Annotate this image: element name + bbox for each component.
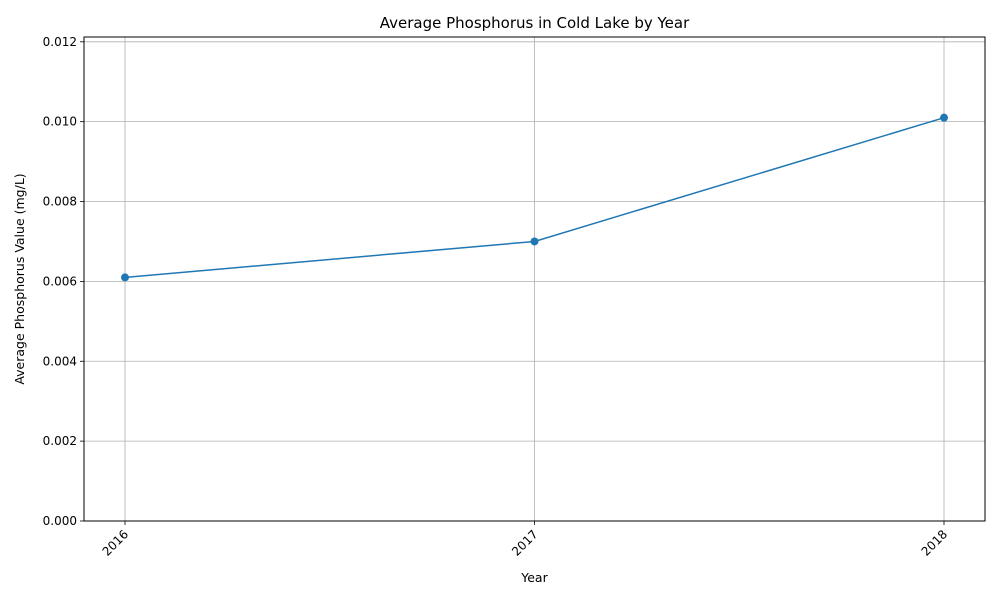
data-point-2016	[120, 273, 129, 282]
grid-lines	[84, 37, 985, 522]
y-tick-label: 0.008	[43, 195, 77, 209]
y-tick-label: 0.010	[43, 115, 77, 129]
x-tick-label: 2018	[919, 527, 950, 558]
y-ticks: 0.000 0.002 0.004 0.006 0.008 0.010 0.012	[43, 35, 84, 528]
data-point-2018	[940, 113, 949, 122]
series-layer	[120, 113, 949, 282]
y-tick-label: 0.012	[43, 35, 77, 49]
y-axis-label: Average Phosphorus Value (mg/L)	[12, 173, 27, 384]
y-tick-label: 0.002	[43, 434, 77, 448]
y-tick-label: 0.004	[43, 354, 77, 368]
x-axis-label: Year	[520, 570, 548, 585]
x-tick-label: 2016	[100, 527, 131, 558]
y-tick-label: 0.006	[43, 274, 77, 288]
y-tick-label: 0.000	[43, 514, 77, 528]
x-ticks: 2016 2017 2018	[100, 521, 950, 559]
chart-title: Average Phosphorus in Cold Lake by Year	[380, 14, 690, 32]
data-point-2017	[530, 237, 539, 246]
x-tick-label: 2017	[509, 527, 540, 558]
